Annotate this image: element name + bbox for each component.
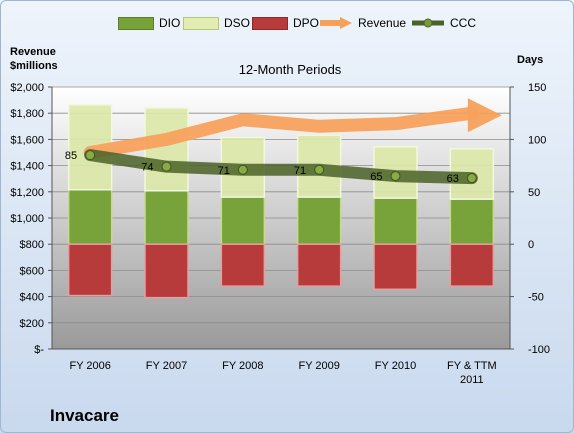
bar-dpo [449, 243, 495, 287]
bar-dso [144, 107, 189, 192]
left-tick-label: $1,600 [10, 134, 44, 146]
right-tick-label: -100 [528, 344, 550, 356]
x-tick-label: FY 2007 [146, 360, 187, 372]
left-axis-title: Revenue $millions [10, 46, 58, 72]
left-tick-label: $1,800 [10, 108, 44, 120]
ccc-point [85, 150, 96, 161]
ccc-line-icon [412, 18, 444, 28]
right-tick-label: -50 [528, 292, 544, 304]
revenue-line [83, 106, 479, 159]
x-tick-label: FY & TTM [447, 360, 497, 372]
legend-item-dpo: DPO [252, 16, 319, 30]
legend-item-ccc: CCC [410, 16, 476, 30]
ccc-data-label: 85 [65, 150, 77, 162]
legend-label-dpo: DPO [293, 16, 320, 30]
legend-item-dso: DSO [183, 16, 250, 30]
left-tick-label: $800 [20, 239, 44, 251]
x-tick-label: 2011 [460, 374, 484, 386]
ccc-point [466, 173, 477, 184]
right-tick-label: 150 [528, 82, 546, 94]
bar-dio [220, 196, 266, 245]
bar-dio [144, 190, 189, 245]
dio-swatch [118, 16, 154, 30]
legend-label-revenue: Revenue [358, 16, 407, 30]
revenue-arrow-icon [320, 17, 352, 29]
bar-dpo [220, 243, 266, 287]
left-tick-label: $600 [20, 265, 44, 277]
right-tick-label: 100 [528, 134, 546, 146]
ccc-point [314, 164, 325, 175]
bar-dpo [373, 243, 418, 291]
x-tick-label: FY 2008 [222, 360, 263, 372]
left-tick-label: $200 [20, 318, 44, 330]
bar-dio [67, 188, 113, 245]
x-tick-label: FY 2009 [298, 360, 339, 372]
left-tick-label: $1,000 [10, 213, 44, 225]
legend: DIO DSO DPO Revenue CCC [0, 10, 574, 36]
bar-dpo [67, 243, 113, 297]
ccc-line [84, 149, 478, 185]
ccc-point [161, 161, 172, 172]
left-tick-label: $400 [20, 292, 44, 304]
left-tick-label: $2,000 [10, 82, 44, 94]
bar-dio [449, 198, 495, 245]
bar-dio [296, 196, 342, 245]
left-tick-label: $- [34, 344, 44, 356]
legend-item-revenue: Revenue [318, 16, 406, 30]
ccc-data-label: 74 [141, 162, 153, 174]
revenue-arrowhead [467, 98, 502, 133]
dso-swatch [183, 16, 219, 30]
left-tick-label: $1,400 [10, 161, 44, 173]
ccc-point [237, 164, 248, 175]
bar-dio [373, 197, 418, 245]
legend-label-ccc: CCC [450, 16, 476, 30]
right-tick-label: 50 [528, 187, 540, 199]
dpo-swatch [252, 16, 288, 30]
x-tick-label: FY 2006 [69, 360, 110, 372]
bar-dpo [144, 243, 189, 299]
legend-item-dio: DIO [118, 16, 180, 30]
ccc-data-label: 63 [447, 173, 459, 185]
ccc-data-label: 71 [294, 165, 306, 177]
company-name: Invacare [50, 406, 119, 425]
ccc-data-label: 65 [370, 171, 382, 183]
x-tick-label: FY 2010 [375, 360, 416, 372]
chart-title: 12-Month Periods [238, 62, 342, 77]
bar-dpo [296, 243, 342, 287]
left-tick-label: $1,200 [10, 187, 44, 199]
right-axis-title: Days [517, 54, 544, 66]
legend-label-dio: DIO [159, 16, 181, 30]
ccc-point [390, 171, 401, 182]
legend-label-dso: DSO [224, 16, 251, 30]
right-tick-label: 0 [528, 239, 534, 251]
ccc-data-label: 71 [218, 165, 230, 177]
